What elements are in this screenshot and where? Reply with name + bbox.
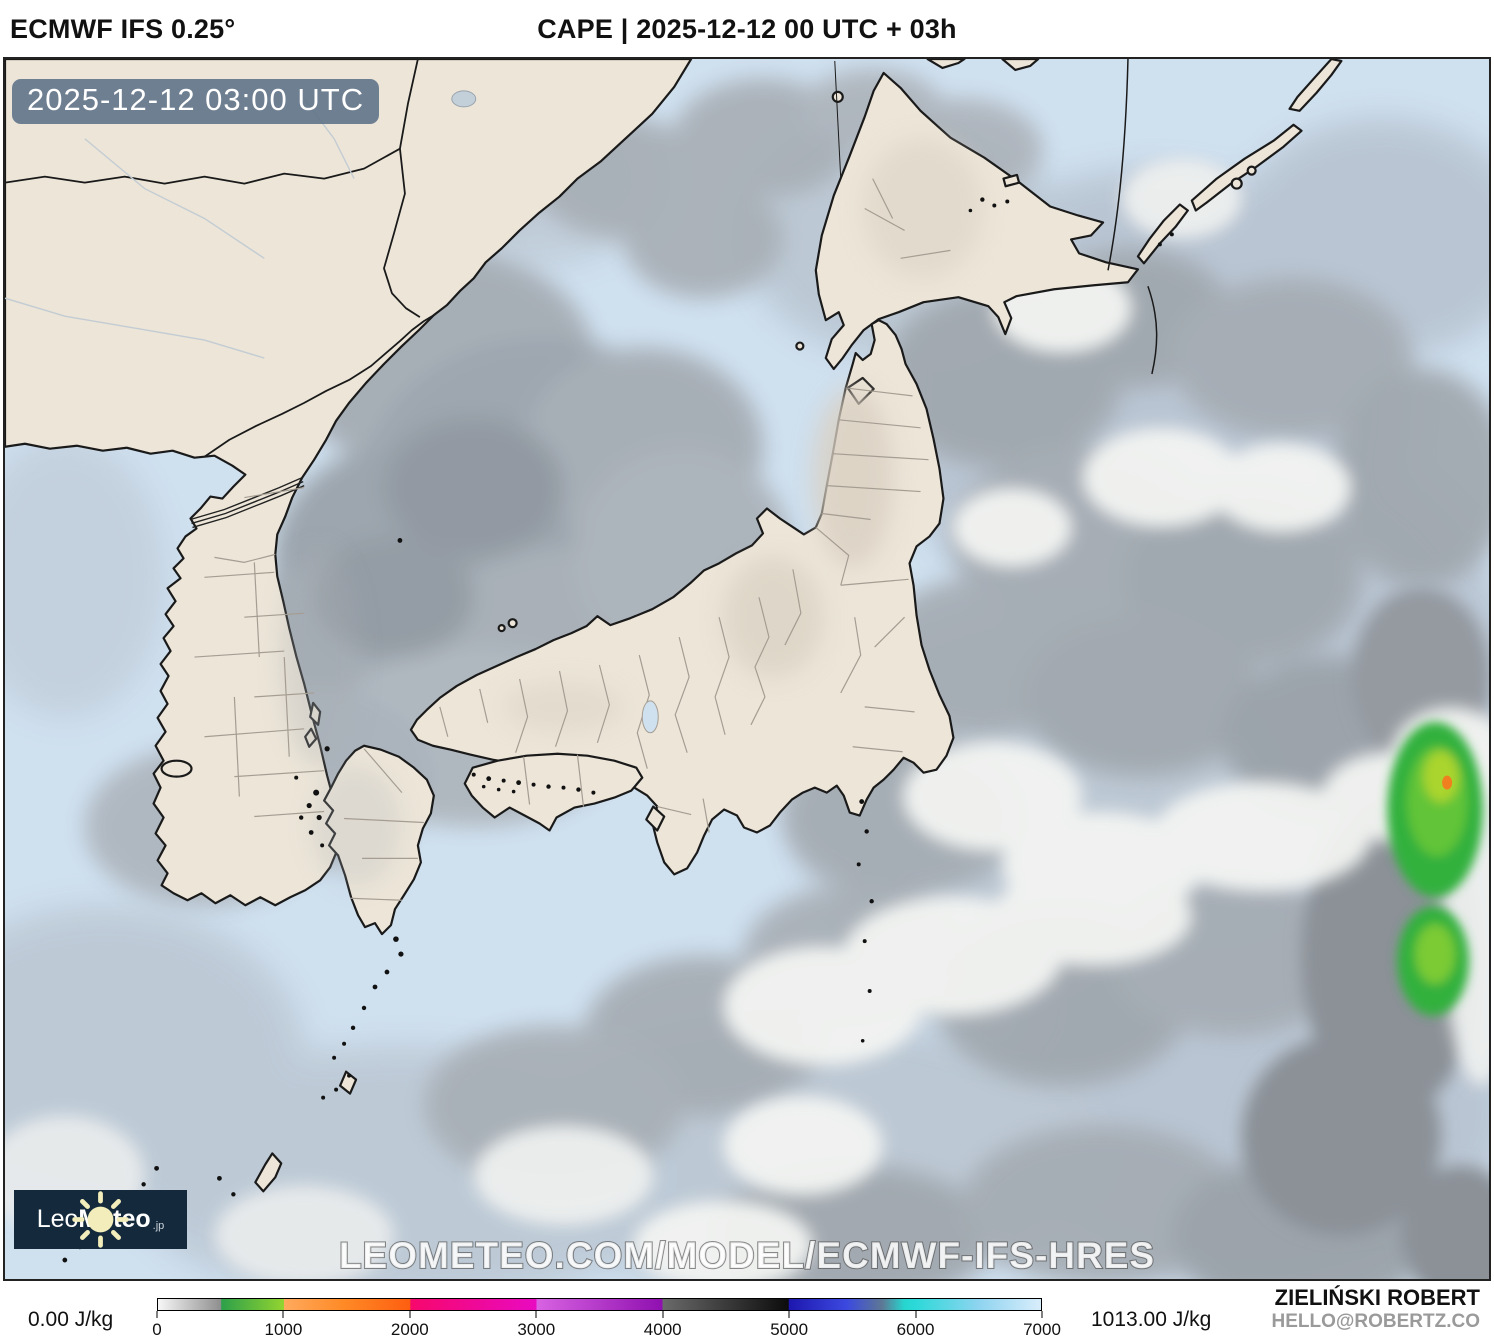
weather-map-svg: [5, 59, 1489, 1279]
product-title: CAPE | 2025-12-12 00 UTC + 03h: [537, 14, 957, 44]
logo-text-tld: .jp: [152, 1219, 165, 1232]
colorbar-min-label: 0.00 J/kg: [28, 1308, 114, 1331]
author-email: HELLO@ROBERTZ.CO: [1271, 1311, 1480, 1332]
kuril-islands: [1136, 203, 1189, 265]
asia-mainland: [5, 59, 693, 907]
colorbar-tick-label: 4000: [643, 1320, 682, 1337]
header: ECMWF IFS 0.25° CAPE | 2025-12-12 00 UTC…: [0, 0, 1494, 57]
leometeo-logo: Leo Meteo .jp: [14, 1190, 187, 1249]
timestamp-overlay: 2025-12-12 03:00 UTC: [12, 79, 380, 124]
national-borders: [5, 59, 1158, 458]
model-label: ECMWF IFS 0.25°: [10, 14, 236, 44]
colorbar-tick-label: 3000: [517, 1320, 556, 1337]
lake-khanka: [451, 90, 477, 108]
colorbar-max-label: 1013.00 J/kg: [1091, 1308, 1212, 1331]
author-name: ZIELIŃSKI ROBERT: [1274, 1285, 1480, 1310]
shikoku: [463, 752, 644, 832]
colorbar-tick-label: 7000: [1023, 1320, 1061, 1337]
colorbar-tick-label: 6000: [896, 1320, 935, 1337]
honshu: [409, 319, 955, 876]
watermark-url: LEOMETEO.COM/MODEL/ECMWF-IFS-HRES: [338, 1234, 1156, 1277]
colorbar-gradient: [157, 1298, 1042, 1311]
terrain-tint-layer: [280, 138, 983, 887]
colorbar-tick-label: 5000: [770, 1320, 809, 1337]
colorbar-tick-label: 1000: [264, 1320, 303, 1337]
logo-text-leo: Leo: [36, 1205, 79, 1233]
dmz-band: [190, 476, 305, 529]
colorbar-tick-label: 0: [152, 1320, 162, 1337]
sun-icon: [72, 1191, 129, 1248]
colorbar-strip: 0.00 J/kg 0 1000 2000 3000 4000 5000 600…: [0, 1281, 1494, 1337]
map-canvas: 2025-12-12 03:00 UTC Leo Meteo .jp LEOME…: [3, 57, 1491, 1281]
admin-borders: [194, 178, 951, 901]
colorbar: 0 1000 2000 3000 4000 5000 6000 7000: [152, 1298, 1061, 1337]
small-islands: [62, 197, 1174, 1263]
lake-biwa: [641, 700, 659, 734]
cape-green-blobs: [1387, 721, 1484, 1016]
colorbar-tick-label: 2000: [390, 1320, 429, 1337]
